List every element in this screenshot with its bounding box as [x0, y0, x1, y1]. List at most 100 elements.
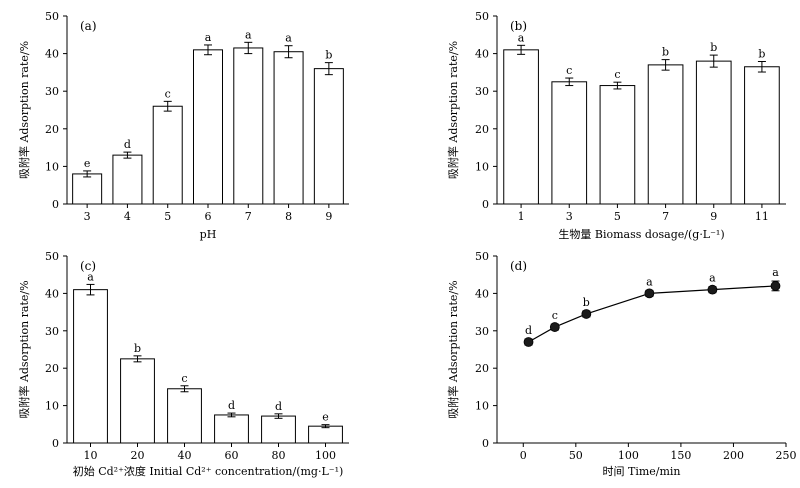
- data-point: [707, 284, 718, 295]
- y-tick-label: 0: [482, 437, 489, 450]
- y-tick-label: 50: [45, 250, 59, 263]
- bar: [261, 415, 296, 444]
- y-tick-label: 0: [482, 198, 489, 211]
- x-tick-label: 11: [755, 210, 769, 223]
- x-tick-label: 4: [124, 210, 131, 223]
- significance-letter: d: [228, 399, 235, 412]
- bar: [313, 68, 344, 205]
- significance-letter: a: [772, 266, 779, 279]
- bar: [192, 49, 224, 205]
- significance-letter: c: [566, 64, 572, 77]
- panel-label: (c): [80, 259, 96, 273]
- x-tick-label: 100: [618, 449, 639, 462]
- bar: [152, 105, 183, 205]
- panel-label: (b): [510, 19, 527, 33]
- bar: [503, 49, 539, 205]
- x-axis-title: pH: [200, 228, 217, 241]
- series-line: [528, 285, 776, 343]
- bar: [695, 60, 732, 205]
- x-tick-label: 250: [776, 449, 797, 462]
- y-axis-title: 吸附率 Adsorption rate/%: [446, 280, 460, 418]
- x-tick-label: 3: [566, 210, 573, 223]
- significance-letter: c: [181, 372, 187, 385]
- significance-letter: a: [245, 28, 252, 41]
- y-tick-label: 0: [52, 437, 59, 450]
- y-tick-label: 40: [45, 48, 59, 61]
- bar: [647, 64, 684, 205]
- y-tick-label: 10: [45, 160, 59, 173]
- panel-c: 0 10 20 30 40 50 (c) 初始 Cd²⁺浓度 Initial Cd²⁺ con…: [17, 250, 349, 478]
- y-tick-label: 50: [475, 10, 489, 23]
- x-axis-title: 时间 Time/min: [602, 465, 680, 478]
- panel-b: 0 10 20 30 40 50 (b) 生物量 Biomass dosage/(g·L⁻¹)…: [446, 10, 786, 241]
- significance-letter: c: [552, 309, 558, 322]
- y-axis-title: 吸附率 Adsorption rate/%: [446, 41, 460, 179]
- panel-d: 0 10 20 30 40 50 (d) 时间 Time/min 吸附率 Adsorption …: [446, 250, 797, 478]
- significance-letter: c: [165, 87, 171, 100]
- x-tick-label: 40: [178, 449, 192, 462]
- significance-letter: b: [662, 46, 669, 59]
- significance-letter: d: [525, 324, 532, 337]
- bar: [744, 66, 780, 205]
- significance-letter: c: [614, 68, 620, 81]
- significance-letter: a: [709, 272, 716, 285]
- y-tick-label: 50: [475, 250, 489, 263]
- x-tick-label: 200: [723, 449, 744, 462]
- significance-letter: b: [134, 342, 141, 355]
- bar: [73, 289, 108, 444]
- significance-letter: d: [275, 400, 282, 413]
- significance-letter: b: [710, 41, 717, 54]
- significance-letter: b: [758, 47, 765, 60]
- x-tick-label: 7: [245, 210, 252, 223]
- bar: [551, 81, 588, 205]
- significance-letter: b: [325, 49, 332, 62]
- significance-letter: d: [124, 138, 131, 151]
- significance-letter: a: [518, 31, 525, 44]
- x-tick-label: 50: [569, 449, 583, 462]
- y-tick-label: 50: [45, 10, 59, 23]
- x-tick-label: 150: [670, 449, 691, 462]
- y-axis-title: 吸附率 Adsorption rate/%: [17, 41, 31, 179]
- x-axis-title: 生物量 Biomass dosage/(g·L⁻¹): [558, 227, 724, 241]
- x-tick-label: 3: [84, 210, 91, 223]
- data-point: [770, 281, 781, 291]
- y-tick-label: 30: [45, 85, 59, 98]
- significance-letter: a: [285, 32, 292, 45]
- x-tick-label: 10: [84, 449, 98, 462]
- y-tick-label: 10: [45, 400, 59, 413]
- panel-label: (d): [510, 259, 527, 273]
- x-tick-label: 6: [205, 210, 212, 223]
- significance-letter: e: [322, 411, 329, 424]
- significance-letter: a: [87, 270, 94, 283]
- y-tick-label: 20: [475, 362, 489, 375]
- x-tick-label: 0: [520, 449, 527, 462]
- y-tick-label: 20: [45, 362, 59, 375]
- x-tick-label: 80: [272, 449, 286, 462]
- x-tick-label: 7: [662, 210, 669, 223]
- bar: [214, 414, 249, 444]
- panel-label: (a): [80, 19, 97, 33]
- x-tick-label: 60: [225, 449, 239, 462]
- y-tick-label: 20: [475, 123, 489, 136]
- data-point: [581, 309, 592, 319]
- x-tick-label: 5: [614, 210, 621, 223]
- bar: [167, 388, 202, 444]
- significance-letter: e: [84, 157, 91, 170]
- bar: [112, 154, 143, 205]
- y-tick-label: 10: [475, 400, 489, 413]
- bar: [233, 47, 264, 205]
- bar: [273, 51, 304, 205]
- bar: [599, 85, 636, 205]
- panel-a: 0 10 20 30 40 50 (a) pH 吸附率 Adsorption rate/% e 3 d…: [17, 10, 349, 241]
- x-tick-label: 100: [315, 449, 336, 462]
- y-tick-label: 20: [45, 123, 59, 136]
- significance-letter: a: [646, 275, 653, 288]
- data-point: [644, 288, 655, 299]
- y-tick-label: 40: [45, 287, 59, 300]
- significance-letter: a: [205, 31, 212, 44]
- data-point: [523, 337, 534, 347]
- significance-letter: b: [583, 296, 590, 309]
- x-tick-label: 8: [285, 210, 292, 223]
- bar: [72, 173, 103, 205]
